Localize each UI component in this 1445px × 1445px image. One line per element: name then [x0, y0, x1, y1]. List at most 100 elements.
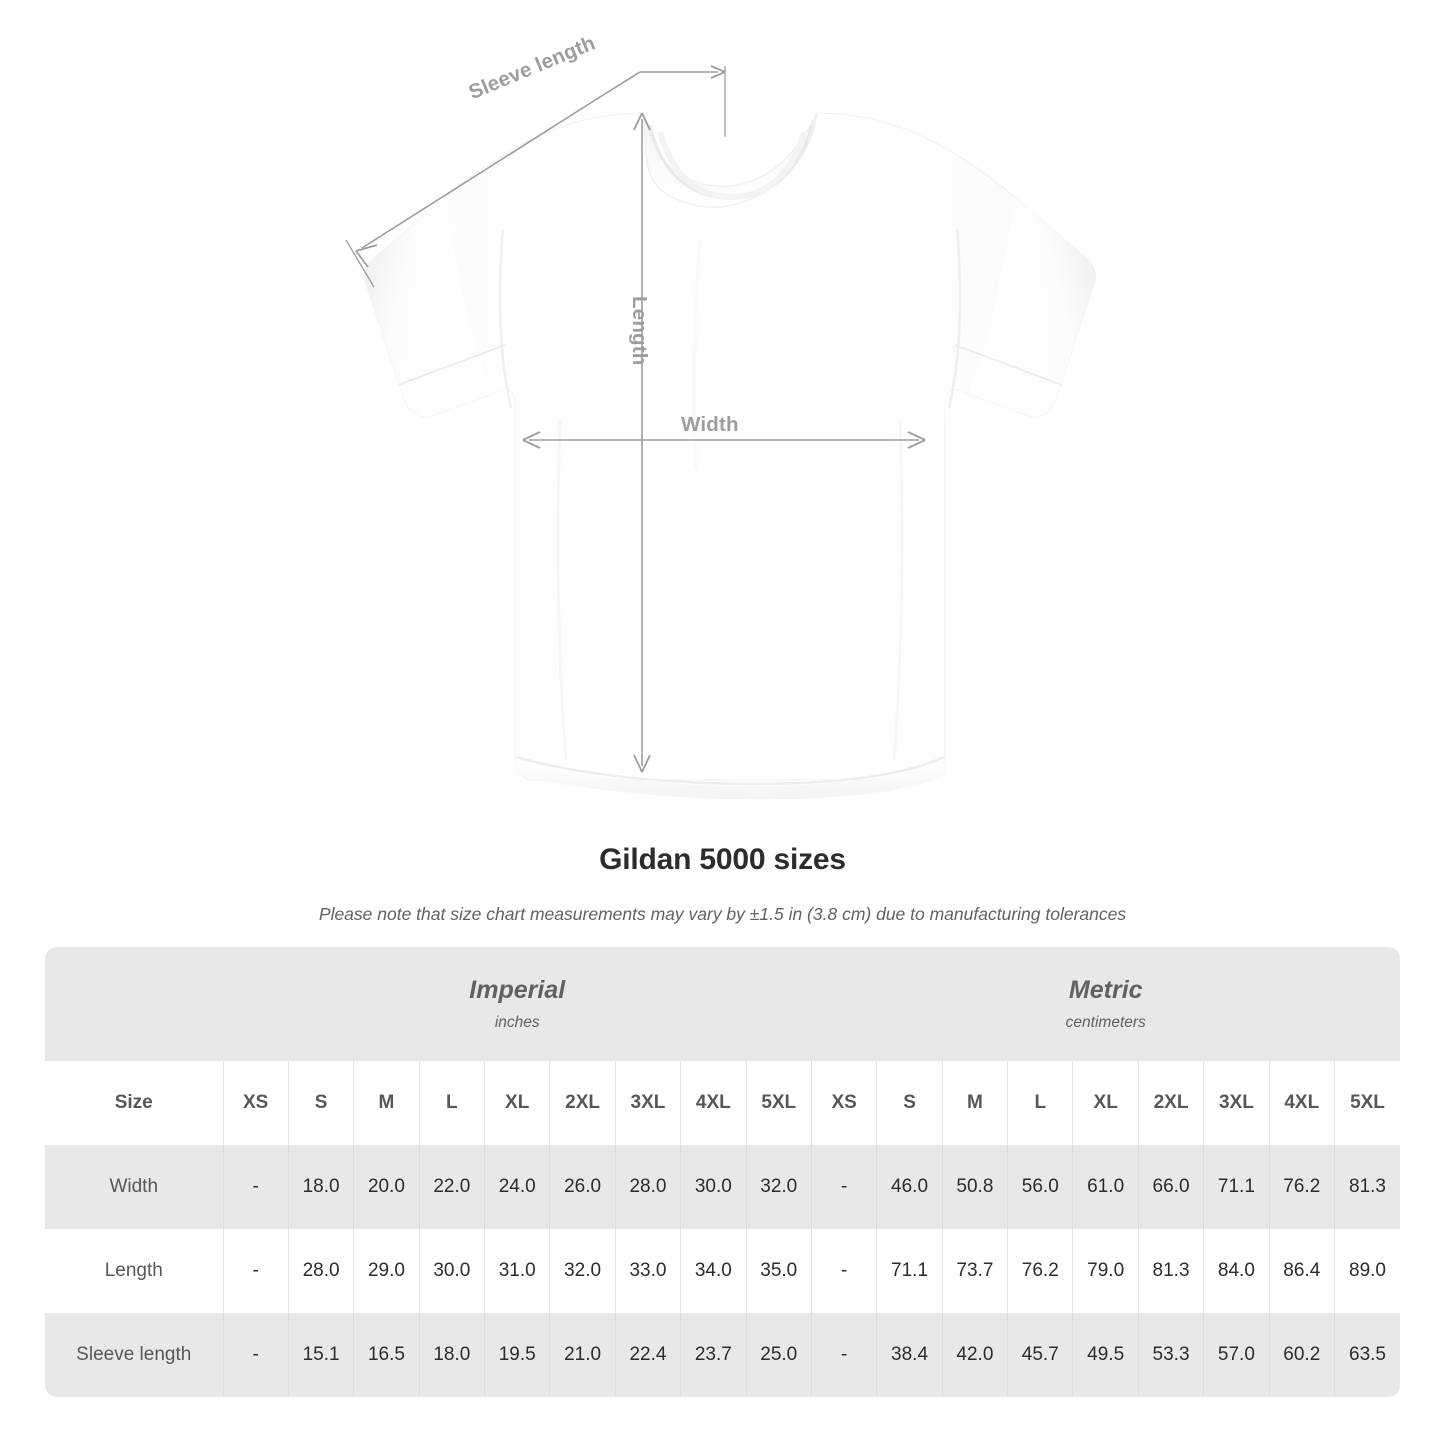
- unit-imperial: Imperial inches: [223, 947, 812, 1061]
- column-header-metric-5xl: 5XL: [1333, 1061, 1400, 1145]
- cell-metric-3xl: 71.1: [1203, 1145, 1270, 1229]
- column-header-metric-l: L: [1007, 1061, 1073, 1145]
- cell-imperial-m: 29.0: [353, 1229, 420, 1313]
- cell-imperial-s: 15.1: [287, 1313, 354, 1397]
- column-header-imperial-m: M: [353, 1061, 420, 1145]
- cell-imperial-xl: 24.0: [483, 1145, 550, 1229]
- column-header-imperial-xl: XL: [483, 1061, 550, 1145]
- column-header-imperial-xs: XS: [222, 1061, 289, 1145]
- cell-metric-2xl: 66.0: [1137, 1145, 1204, 1229]
- column-header-metric-xl: XL: [1072, 1061, 1139, 1145]
- unit-imperial-sub: inches: [494, 1013, 540, 1031]
- cell-imperial-5xl: 35.0: [745, 1229, 812, 1313]
- cell-imperial-4xl: 34.0: [680, 1229, 746, 1313]
- cell-metric-xs: -: [810, 1313, 877, 1397]
- length-dimension-label: Length: [628, 296, 651, 366]
- cell-imperial-3xl: 28.0: [614, 1145, 681, 1229]
- cell-metric-xl: 79.0: [1072, 1229, 1139, 1313]
- column-header-imperial-s: S: [287, 1061, 354, 1145]
- column-header-metric-2xl: 2XL: [1137, 1061, 1204, 1145]
- cell-metric-xl: 49.5: [1072, 1313, 1139, 1397]
- column-header-imperial-4xl: 4XL: [680, 1061, 746, 1145]
- garment-shape: [363, 112, 1097, 800]
- cell-metric-5xl: 81.3: [1333, 1145, 1400, 1229]
- unit-imperial-name: Imperial: [469, 975, 566, 1004]
- row-label: Length: [45, 1229, 223, 1313]
- cell-imperial-4xl: 30.0: [680, 1145, 746, 1229]
- cell-metric-m: 73.7: [941, 1229, 1008, 1313]
- title-block: Gildan 5000 sizes Please note that size …: [0, 840, 1445, 926]
- unit-system-band: Imperial inches Metric centimeters: [45, 947, 1400, 1061]
- column-header-metric-m: M: [941, 1061, 1008, 1145]
- cell-metric-3xl: 57.0: [1203, 1313, 1270, 1397]
- cell-metric-l: 56.0: [1007, 1145, 1073, 1229]
- table-row: Width -18.0 20.0 22.0 24.0 26.0 28.0 30.0 32.0-4…: [45, 1145, 1400, 1229]
- cell-imperial-xs: -: [222, 1229, 289, 1313]
- cell-imperial-s: 28.0: [287, 1229, 354, 1313]
- cell-metric-4xl: 86.4: [1268, 1229, 1335, 1313]
- cell-metric-s: 38.4: [876, 1313, 943, 1397]
- size-header-row: Size XS S M L XL 2XL 3XL 4XL 5XL XS S M L XL 2XL 3XL 4XL 5…: [45, 1061, 1400, 1145]
- cell-metric-m: 42.0: [941, 1313, 1008, 1397]
- width-arrow: [522, 431, 926, 449]
- cell-imperial-xl: 31.0: [483, 1229, 550, 1313]
- sleeve-length-arrow: [345, 65, 726, 288]
- tshirt-diagram: Sleeve length Length Width: [345, 31, 1097, 800]
- cell-metric-s: 71.1: [876, 1229, 943, 1313]
- cell-metric-4xl: 76.2: [1268, 1145, 1335, 1229]
- cell-metric-l: 76.2: [1007, 1229, 1073, 1313]
- size-chart-table-wrapper: Imperial inches Metric centimeters Size X…: [45, 947, 1400, 1397]
- unit-metric-name: Metric: [1068, 975, 1143, 1004]
- cell-metric-l: 45.7: [1007, 1313, 1073, 1397]
- cell-metric-s: 46.0: [876, 1145, 943, 1229]
- tshirt-illustration: [345, 65, 1097, 800]
- column-header-imperial-l: L: [418, 1061, 485, 1145]
- cell-metric-5xl: 89.0: [1333, 1229, 1400, 1313]
- column-header-size: Size: [45, 1061, 223, 1145]
- table-row: Length -28.0 29.0 30.0 31.0 32.0 33.0 34.0 35.0-…: [45, 1229, 1400, 1313]
- row-label: Width: [45, 1145, 223, 1229]
- table-row: Sleeve length -15.1 16.5 18.0 19.5 21.0 22.4 23…: [45, 1313, 1400, 1397]
- cell-imperial-4xl: 23.7: [680, 1313, 746, 1397]
- cell-imperial-3xl: 33.0: [614, 1229, 681, 1313]
- cell-imperial-m: 16.5: [353, 1313, 420, 1397]
- cell-imperial-2xl: 26.0: [549, 1145, 616, 1229]
- cell-metric-xl: 61.0: [1072, 1145, 1139, 1229]
- column-header-metric-s: S: [876, 1061, 943, 1145]
- cell-imperial-5xl: 32.0: [745, 1145, 812, 1229]
- cell-metric-m: 50.8: [941, 1145, 1008, 1229]
- cell-imperial-xs: -: [222, 1145, 289, 1229]
- column-header-imperial-2xl: 2XL: [549, 1061, 616, 1145]
- cell-metric-2xl: 53.3: [1137, 1313, 1204, 1397]
- cell-imperial-s: 18.0: [287, 1145, 354, 1229]
- measurement-annotations: [345, 65, 926, 773]
- cell-imperial-m: 20.0: [353, 1145, 420, 1229]
- unit-metric-sub: centimeters: [1065, 1013, 1146, 1031]
- cell-metric-4xl: 60.2: [1268, 1313, 1335, 1397]
- cell-metric-2xl: 81.3: [1137, 1229, 1204, 1313]
- cell-metric-xs: -: [810, 1229, 877, 1313]
- cell-metric-xs: -: [810, 1145, 877, 1229]
- cell-imperial-l: 18.0: [418, 1313, 485, 1397]
- cell-imperial-2xl: 32.0: [549, 1229, 616, 1313]
- cell-imperial-3xl: 22.4: [614, 1313, 681, 1397]
- width-dimension-label: Width: [681, 413, 739, 436]
- cell-metric-5xl: 63.5: [1333, 1313, 1400, 1397]
- cell-imperial-xs: -: [222, 1313, 289, 1397]
- cell-imperial-l: 22.0: [418, 1145, 485, 1229]
- cell-imperial-5xl: 25.0: [745, 1313, 812, 1397]
- column-header-metric-3xl: 3XL: [1203, 1061, 1270, 1145]
- column-header-metric-4xl: 4XL: [1268, 1061, 1335, 1145]
- size-chart-table: Imperial inches Metric centimeters Size X…: [45, 947, 1400, 1397]
- cell-metric-3xl: 84.0: [1203, 1229, 1270, 1313]
- unit-band-spacer: [45, 947, 223, 1061]
- cell-imperial-xl: 19.5: [483, 1313, 550, 1397]
- row-label: Sleeve length: [45, 1313, 223, 1397]
- page-title: Gildan 5000 sizes: [599, 843, 846, 876]
- column-header-metric-xs: XS: [810, 1061, 877, 1145]
- cell-imperial-l: 30.0: [418, 1229, 485, 1313]
- cell-imperial-2xl: 21.0: [549, 1313, 616, 1397]
- tolerance-note: Please note that size chart measurements…: [318, 904, 1127, 924]
- column-header-imperial-5xl: 5XL: [745, 1061, 812, 1145]
- column-header-imperial-3xl: 3XL: [614, 1061, 681, 1145]
